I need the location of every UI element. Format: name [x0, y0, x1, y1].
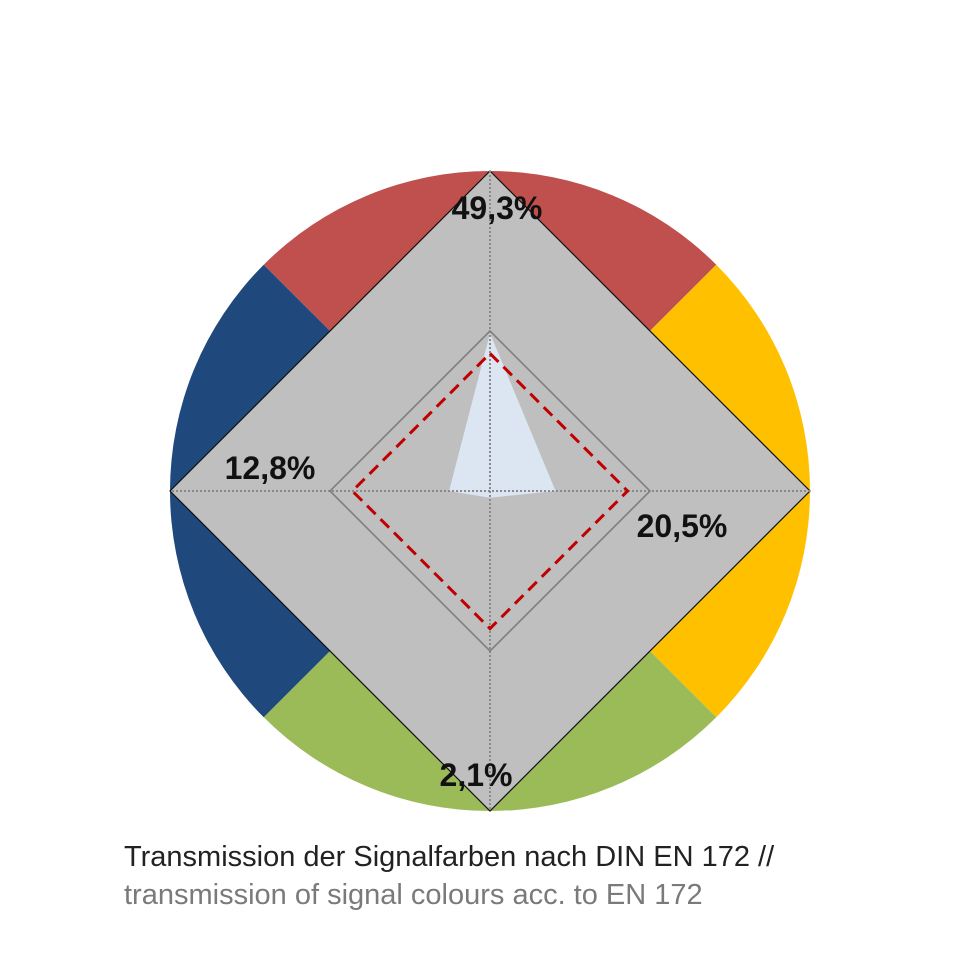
data-area	[449, 333, 556, 498]
caption-german: Transmission der Signalfarben nach DIN E…	[124, 841, 775, 873]
reference-diamond	[328, 329, 652, 653]
threshold-diamond	[350, 351, 630, 631]
value-label-yellow: 20,5%	[637, 508, 728, 544]
value-label-red: 49,3%	[452, 190, 543, 226]
chart-caption: Transmission der Signalfarben nach DIN E…	[124, 838, 964, 914]
axes-lines	[170, 171, 810, 811]
value-label-green: 2,1%	[440, 757, 513, 793]
value-label-blue: 12,8%	[225, 450, 316, 486]
value-labels: 49,3% 20,5% 2,1% 12,8%	[225, 190, 728, 793]
caption-english: transmission of signal colours acc. to E…	[124, 879, 703, 911]
